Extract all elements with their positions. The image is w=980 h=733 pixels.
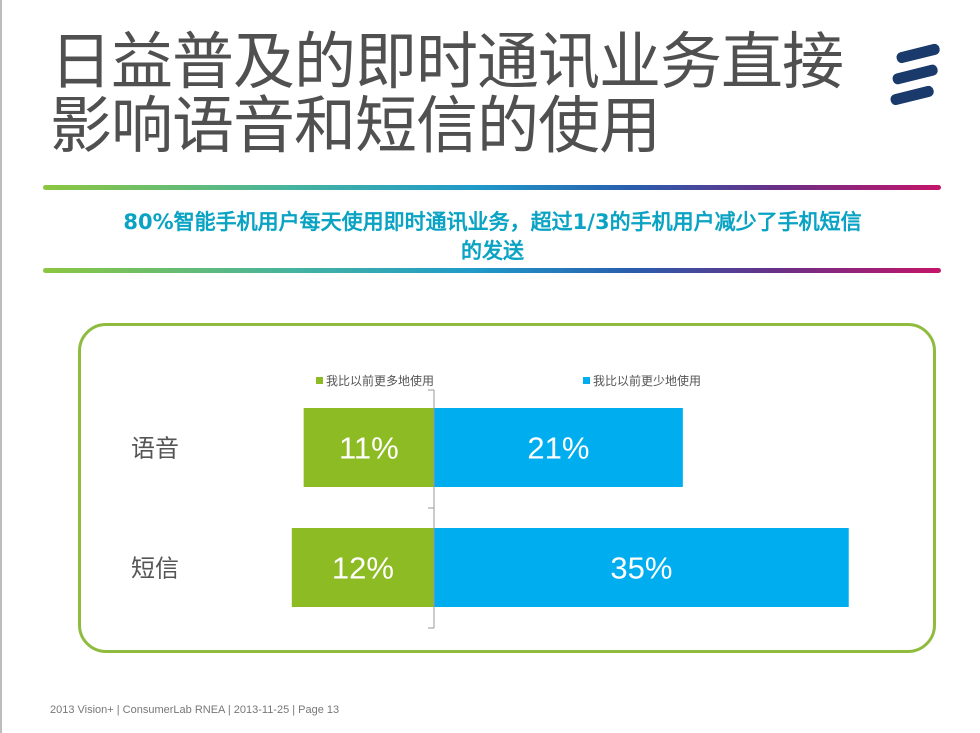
category-label-2: 短信 [131, 555, 179, 583]
slide-left-border [0, 0, 2, 733]
bar-more-2 [291, 528, 434, 607]
legend-swatch-1 [316, 377, 323, 384]
slide-title: 日益普及的即时通讯业务直接 影响语音和短信的使用 [50, 30, 870, 158]
data-label-more-1: 11% [339, 431, 399, 466]
legend-swatch-2 [583, 377, 590, 384]
bar-less-1 [434, 408, 683, 487]
legend-label-2: 我比以前更少地使用 [593, 373, 701, 388]
bar-more-1 [303, 408, 434, 487]
top-gradient-rule [43, 185, 941, 190]
legend-label-1: 我比以前更多地使用 [326, 373, 434, 388]
title-line-2: 影响语音和短信的使用 [50, 89, 661, 162]
category-label-1: 语音 [131, 435, 179, 463]
slide-subtitle: 80%智能手机用户每天使用即时通讯业务，超过1/3的手机用户减少了手机短信 的发… [55, 208, 930, 266]
subtitle-line-1: 80%智能手机用户每天使用即时通讯业务，超过1/3的手机用户减少了手机短信 [123, 210, 862, 234]
data-label-more-2: 12% [332, 551, 394, 586]
slide-footer: 2013 Vision+ | ConsumerLab RNEA | 2013-1… [50, 704, 340, 716]
ericsson-logo-icon [890, 43, 940, 106]
bar-less-2 [434, 528, 849, 607]
subtitle-line-2: 的发送 [461, 239, 524, 263]
bottom-gradient-rule [43, 268, 941, 273]
data-label-less-2: 35% [610, 551, 672, 586]
data-label-less-1: 21% [527, 431, 589, 466]
title-line-1: 日益普及的即时通讯业务直接 [50, 25, 844, 98]
